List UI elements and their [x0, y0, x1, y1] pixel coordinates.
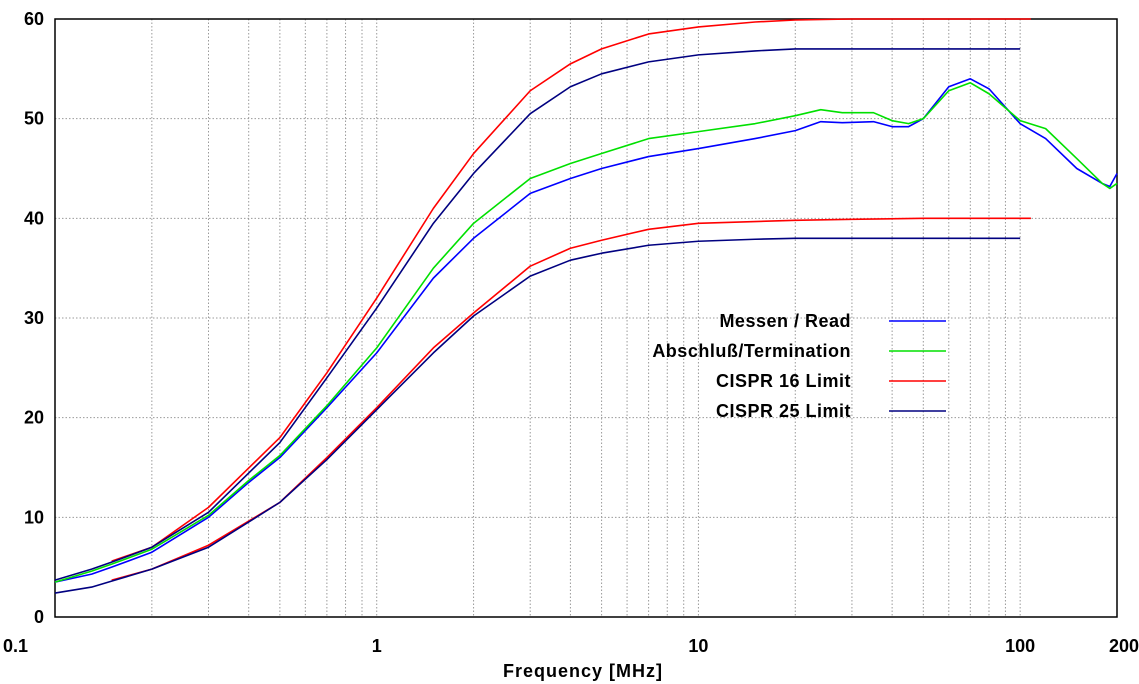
plot-frame [54, 18, 1118, 618]
x-tick-label: 10 [688, 636, 708, 656]
y-tick-label: 60 [24, 9, 44, 29]
y-tick-label: 0 [34, 607, 44, 627]
legend-label: Abschluß/Termination [652, 341, 851, 361]
x-axis-ticks: 0.1 1 10 100 200 [3, 636, 1139, 656]
legend-label: Messen / Read [719, 311, 851, 331]
grid [55, 19, 1117, 617]
series-line-cispr-16-limit [111, 18, 1031, 562]
series-line-abschlu-termination [54, 81, 1118, 583]
x-axis-title: Frequency [MHz] [503, 661, 663, 681]
x-tick-label: 100 [1005, 636, 1035, 656]
y-tick-label: 50 [24, 109, 44, 129]
x-tick-label: 200 [1109, 636, 1139, 656]
x-tick-label: 0.1 [3, 636, 28, 656]
y-tick-label: 20 [24, 408, 44, 428]
series-line-cispr-25-limit [54, 237, 1021, 594]
x-tick-label: 1 [372, 636, 382, 656]
y-tick-label: 10 [24, 507, 44, 527]
legend-label: CISPR 25 Limit [716, 401, 851, 421]
y-tick-label: 30 [24, 308, 44, 328]
legend: Messen / Read Abschluß/Termination CISPR 1… [652, 311, 946, 421]
legend-label: CISPR 16 Limit [716, 371, 851, 391]
series-line-cispr-25-limit [54, 48, 1021, 581]
y-tick-label: 40 [24, 208, 44, 228]
y-axis-ticks: 0 10 20 30 40 50 60 [24, 9, 44, 627]
series-layer [54, 18, 1118, 594]
